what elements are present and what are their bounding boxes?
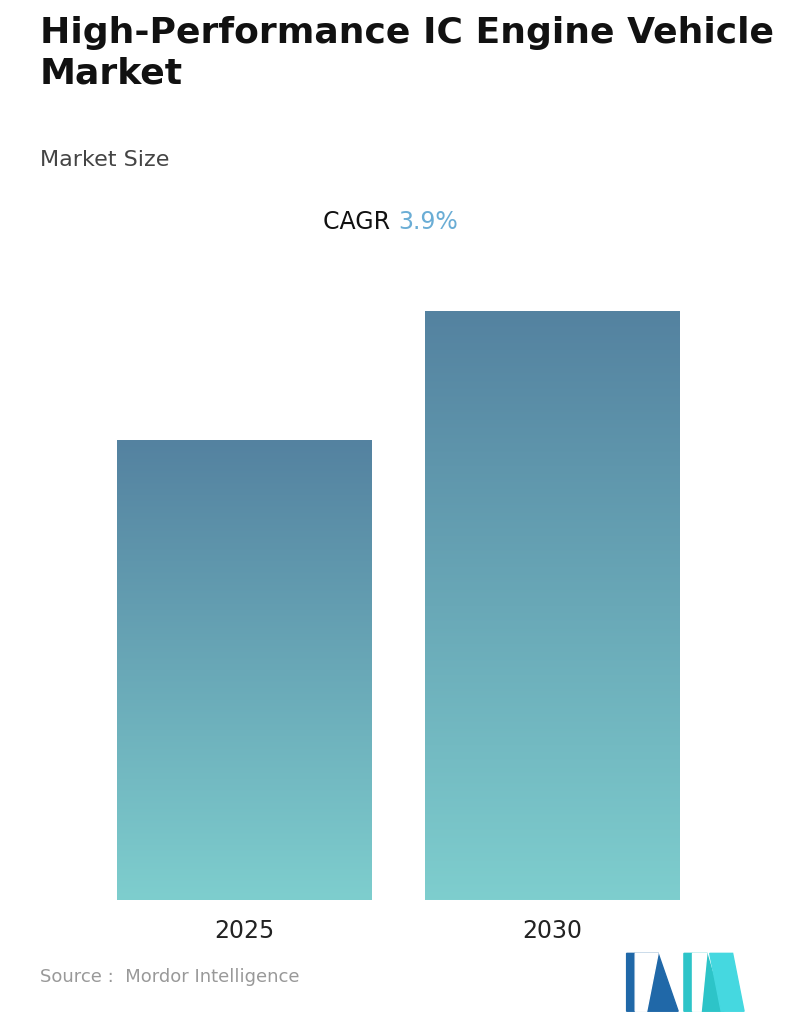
Text: 3.9%: 3.9% [398,210,458,234]
Text: High-Performance IC Engine Vehicle
Market: High-Performance IC Engine Vehicle Marke… [40,16,774,90]
Text: Source :  Mordor Intelligence: Source : Mordor Intelligence [40,968,299,985]
Text: CAGR: CAGR [323,210,398,234]
Polygon shape [710,953,744,1011]
Polygon shape [684,953,724,1011]
Polygon shape [626,953,678,1011]
Polygon shape [693,953,707,1011]
Polygon shape [635,953,658,1011]
Text: Market Size: Market Size [40,150,170,170]
